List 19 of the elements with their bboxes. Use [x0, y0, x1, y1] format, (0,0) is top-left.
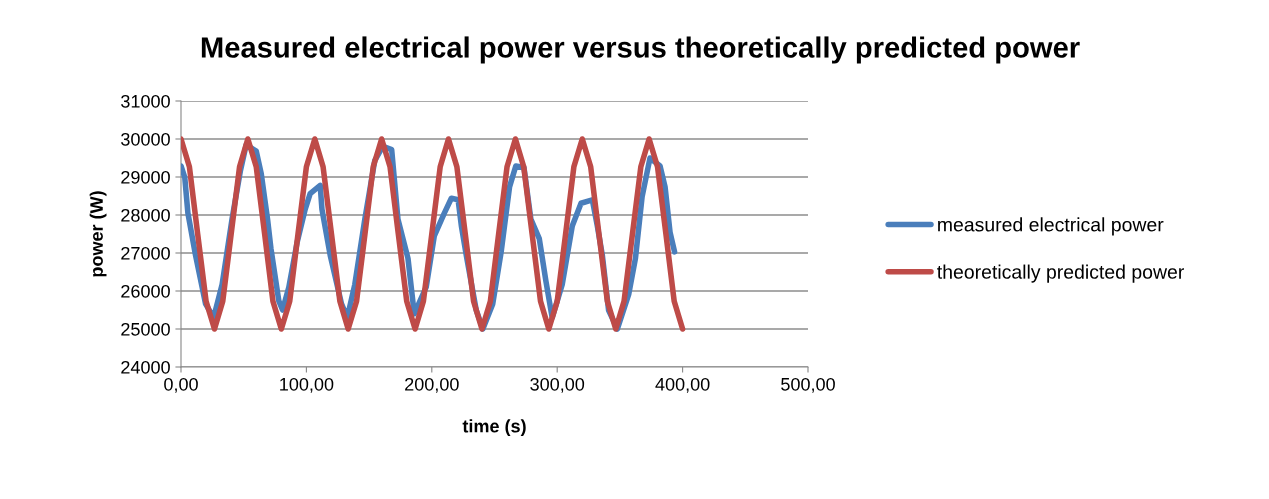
x-tick-label: 400,00	[655, 377, 710, 393]
y-tick-label: 31000	[121, 94, 170, 108]
y-tick-label: 29000	[121, 170, 170, 184]
x-tick-label: 300,00	[530, 377, 585, 393]
x-tick-label: 100,00	[280, 377, 334, 393]
x-tick-label: 0,00	[164, 377, 198, 393]
y-tick-label: 27000	[121, 246, 170, 260]
y-axis-title: power (W)	[89, 191, 107, 277]
x-tick-label: 500,00	[781, 377, 835, 393]
y-tick-label: 30000	[121, 132, 170, 146]
x-tick-label: 200,00	[405, 377, 459, 393]
y-tick-label: 25000	[121, 322, 170, 336]
y-tick-label: 26000	[121, 284, 170, 298]
chart-title: Measured electrical power versus theoretically predicted power	[201, 36, 1080, 64]
legend-label: measured electrical power	[938, 217, 1164, 236]
legend-label: theoretically predicted power	[937, 264, 1184, 283]
y-tick-label: 24000	[121, 360, 170, 374]
x-axis-title: time (s)	[462, 419, 526, 437]
y-tick-label: 28000	[121, 208, 170, 222]
